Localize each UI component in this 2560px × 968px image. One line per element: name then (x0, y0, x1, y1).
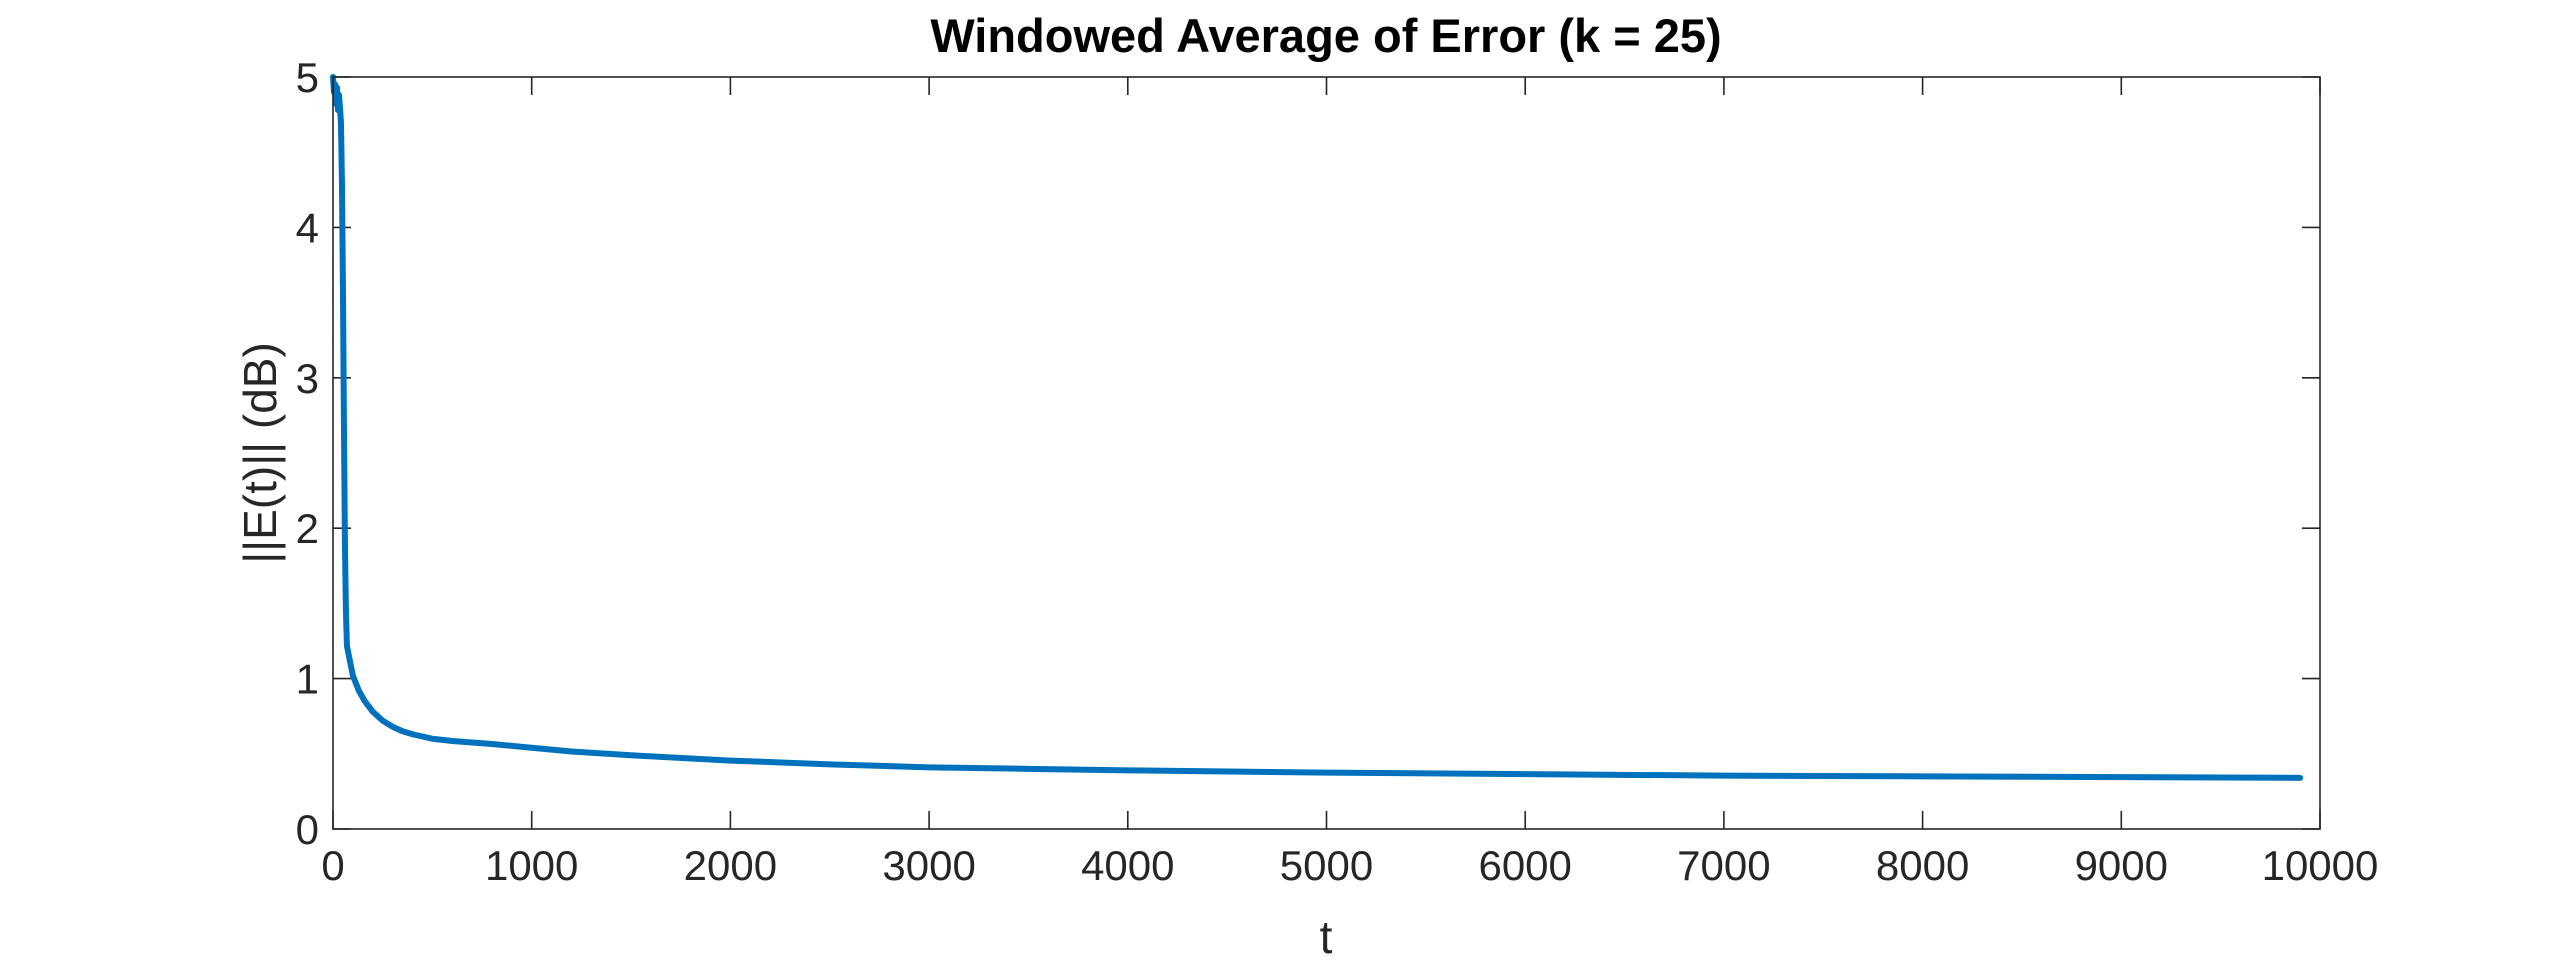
x-tick-label: 8000 (1876, 842, 1969, 889)
x-axis-label: t (1320, 911, 1333, 963)
y-tick-label: 4 (296, 204, 319, 251)
plot-background (333, 77, 2320, 829)
x-tick-label: 6000 (1478, 842, 1571, 889)
x-tick-label: 7000 (1677, 842, 1770, 889)
x-tick-label: 0 (321, 842, 344, 889)
x-tick-label: 3000 (882, 842, 975, 889)
x-tick-label: 5000 (1280, 842, 1373, 889)
y-tick-labels: 0 1 2 3 4 5 (296, 54, 319, 853)
y-tick-label: 0 (296, 806, 319, 853)
x-tick-label: 1000 (485, 842, 578, 889)
x-tick-label: 9000 (2075, 842, 2168, 889)
chart-title: Windowed Average of Error (k = 25) (930, 9, 1721, 62)
y-tick-label: 3 (296, 355, 319, 402)
y-tick-label: 2 (296, 505, 319, 552)
x-tick-labels: 0 1000 2000 3000 4000 5000 6000 7000 8000 9000 100… (321, 842, 2378, 889)
y-tick-label: 5 (296, 54, 319, 101)
x-tick-label: 10000 (2262, 842, 2379, 889)
x-tick-label: 2000 (684, 842, 777, 889)
axes-box (332, 76, 2321, 830)
y-axis-label: ||E(t)|| (dB) (234, 342, 286, 564)
series-line (330, 74, 2304, 781)
y-tick-label: 1 (296, 656, 319, 703)
x-tick-label: 4000 (1081, 842, 1174, 889)
